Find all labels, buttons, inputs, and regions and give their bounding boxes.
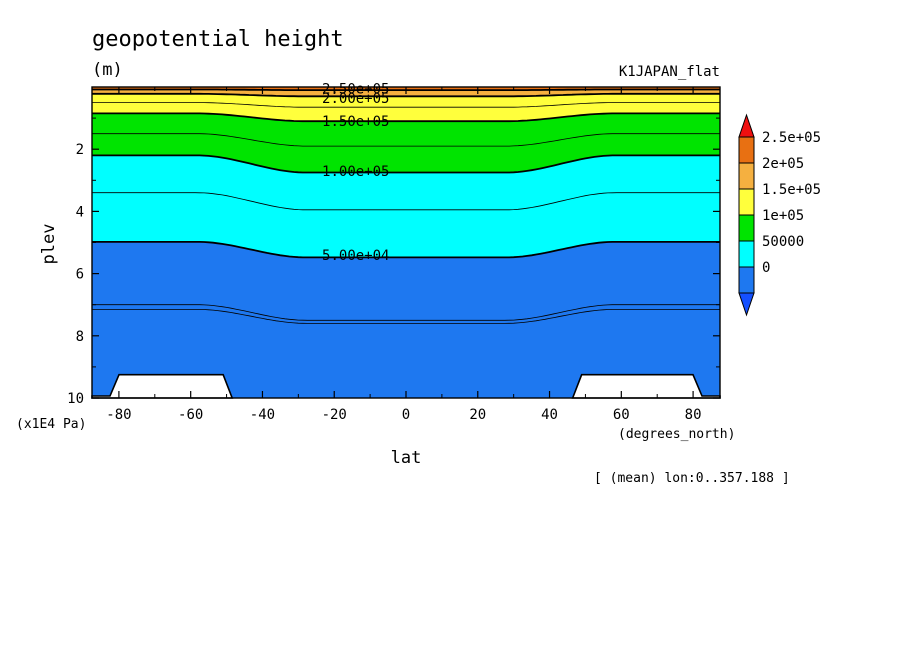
contour-label-3: 1.00e+05 [322, 164, 389, 180]
contour-line-100000 [92, 154, 720, 174]
contour-line-150000 [92, 112, 720, 123]
chart-title: geopotential height [92, 27, 344, 52]
colorbar-swatch-4 [738, 240, 755, 268]
colorbar-swatch-1 [738, 162, 755, 190]
contour-line-minor-0 [92, 102, 720, 108]
chart-units: (m) [92, 60, 123, 80]
colorbar-swatch-0 [738, 136, 755, 164]
colorbar-label-3: 1e+05 [762, 208, 804, 224]
colorbar-swatch-3 [738, 214, 755, 242]
x-axis: -80 -60 -40 -20 0 20 40 60 80 [106, 87, 702, 423]
y-tick-label-0: 2 [76, 142, 84, 158]
contour-label-0: 2.50e+05 [322, 82, 389, 98]
colorbar-swatch-2 [738, 188, 755, 216]
contour-line-50000 [92, 240, 720, 259]
contour-label-2: 1.50e+05 [322, 114, 389, 130]
dataset-label: K1JAPAN_flat [619, 64, 720, 80]
contour-line-minor-1 [92, 133, 720, 147]
x-tick-label-1: -60 [178, 407, 203, 423]
x-tick-label-2: -40 [250, 407, 275, 423]
y-tick-label-4: 10 [67, 391, 84, 407]
mean-note: [ (mean) lon:0..357.188 ] [594, 471, 790, 486]
colorbar-under-arrow [738, 292, 755, 317]
contour-label-1: 2.00e+05 [322, 91, 389, 107]
y-axis-label: plev [39, 224, 59, 265]
x-tick-label-0: -80 [106, 407, 131, 423]
x-tick-label-5: 20 [469, 407, 486, 423]
colorbar-label-4: 50000 [762, 234, 804, 250]
contour-line-minor-2 [92, 192, 720, 211]
x-axis-label: lat [391, 448, 422, 468]
colorbar-label-0: 2.5e+05 [762, 130, 821, 146]
colorbar-label-1: 2e+05 [762, 156, 804, 172]
contour-line-200000 [92, 92, 720, 98]
x-tick-label-8: 80 [685, 407, 702, 423]
y-tick-label-1: 4 [76, 204, 84, 220]
x-tick-label-4: 0 [402, 407, 410, 423]
x-tick-label-6: 40 [541, 407, 558, 423]
contour-labels: 2.50e+052.00e+05 1.50e+05 1.00e+05 5.00e+04 [322, 82, 389, 264]
y-axis-unit: (x1E4 Pa) [16, 417, 86, 432]
colorbar-legend: 2.5e+05 2e+05 1.5e+05 1e+05 50000 0 [738, 113, 821, 317]
x-tick-label-7: 60 [613, 407, 630, 423]
x-axis-unit: (degrees_north) [618, 427, 735, 442]
x-tick-label-3: -20 [322, 407, 347, 423]
contour-label-4: 5.00e+04 [322, 248, 389, 264]
y-tick-label-3: 8 [76, 329, 84, 345]
y-axis: 2 4 6 8 10 [67, 117, 720, 407]
y-tick-label-2: 6 [76, 267, 84, 283]
contour-line-minor-3 [92, 304, 720, 321]
contour-line-minor-4 [92, 308, 720, 324]
colorbar-swatch-5 [738, 266, 755, 294]
colorbar-label-5: 0 [762, 260, 770, 276]
colorbar-label-2: 1.5e+05 [762, 182, 821, 198]
